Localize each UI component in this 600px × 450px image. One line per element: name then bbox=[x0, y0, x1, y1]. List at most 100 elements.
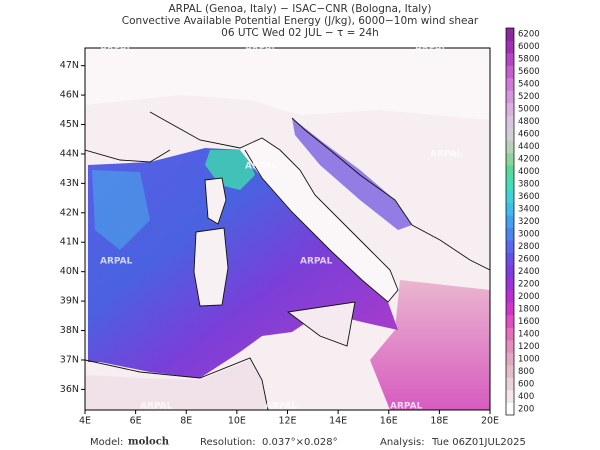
lon-label: 8E bbox=[180, 416, 192, 427]
colorbar-label: 2400 bbox=[518, 267, 540, 277]
lat-label: 42N bbox=[60, 207, 79, 218]
colorbar-swatch bbox=[506, 177, 514, 191]
colorbar-swatch bbox=[506, 190, 514, 204]
lat-label: 44N bbox=[60, 148, 79, 159]
colorbar-label: 2600 bbox=[518, 254, 540, 264]
footer-label: Resolution: bbox=[200, 437, 256, 448]
balearic-high bbox=[92, 170, 150, 250]
colorbar-label: 3600 bbox=[518, 192, 540, 202]
lat-label: 45N bbox=[60, 119, 79, 130]
lon-label: 16E bbox=[380, 416, 398, 427]
colorbar-swatch bbox=[506, 315, 514, 328]
colorbar-swatch bbox=[506, 227, 514, 241]
colorbar-label: 3200 bbox=[518, 217, 540, 227]
colorbar-label: 3800 bbox=[518, 180, 540, 190]
colorbar-label: 200 bbox=[518, 404, 534, 414]
colorbar-label: 1200 bbox=[518, 342, 540, 352]
watermark: ARPAL bbox=[100, 44, 133, 54]
lon-label: 10E bbox=[228, 416, 246, 427]
tyrrhenian-sea bbox=[88, 148, 398, 378]
lat-label: 43N bbox=[60, 178, 79, 189]
lat-label: 47N bbox=[60, 60, 79, 71]
colorbar-label: 6000 bbox=[518, 42, 540, 52]
lat-label: 46N bbox=[60, 90, 79, 101]
colorbar-label: 5000 bbox=[518, 105, 540, 115]
coastline bbox=[204, 177, 227, 225]
colorbar-swatch bbox=[506, 152, 514, 166]
colorbar-label: 4000 bbox=[518, 167, 540, 177]
colorbar: 200 400 600 800 1000 1200 1400 1600 1800 2000 2200… bbox=[505, 27, 540, 416]
colorbar-swatch bbox=[506, 40, 514, 54]
colorbar-swatch bbox=[506, 302, 514, 316]
colorbar-label: 1400 bbox=[518, 329, 540, 339]
colorbar-swatch bbox=[506, 65, 514, 79]
colorbar-label: 4400 bbox=[518, 142, 540, 152]
watermark: ARPAL bbox=[415, 44, 448, 54]
watermark: ARPAL bbox=[140, 402, 173, 412]
colorbar-swatch bbox=[506, 290, 514, 303]
watermark: ARPAL bbox=[265, 402, 298, 412]
coastline bbox=[286, 301, 356, 347]
footer-value: moloch bbox=[128, 437, 170, 448]
colorbar-label: 4200 bbox=[518, 155, 540, 165]
sicily bbox=[288, 302, 355, 346]
coastline bbox=[85, 149, 171, 163]
coastline bbox=[149, 111, 399, 303]
watermark: ARPAL bbox=[100, 257, 133, 267]
colorbar-label: 1800 bbox=[518, 304, 540, 314]
colorbar-swatch bbox=[506, 165, 514, 179]
colorbar-swatch bbox=[506, 277, 514, 291]
coastline bbox=[85, 357, 269, 410]
adriatic-sea bbox=[292, 118, 412, 230]
africa bbox=[85, 360, 270, 410]
title-line: 06 UTC Wed 02 JUL − τ = 24h bbox=[221, 27, 379, 39]
lat-label: 40N bbox=[60, 266, 79, 277]
colorbar-swatch bbox=[506, 352, 514, 366]
footer-value: 0.037°×0.028° bbox=[262, 437, 338, 448]
colorbar-label: 3000 bbox=[518, 229, 540, 239]
lat-label: 41N bbox=[60, 237, 79, 248]
colorbar-frame bbox=[505, 27, 515, 416]
title-line: ARPAL (Genoa, Italy) − ISAC−CNR (Bologna… bbox=[168, 3, 431, 15]
colorbar-swatch bbox=[506, 115, 514, 129]
lon-label: 12E bbox=[278, 416, 296, 427]
colorbar-label: 5200 bbox=[518, 92, 540, 102]
colorbar-swatch bbox=[506, 127, 514, 141]
watermark: ARPAL bbox=[245, 162, 278, 172]
colorbar-swatch bbox=[506, 52, 514, 66]
colorbar-swatch bbox=[506, 202, 514, 216]
sardinia bbox=[194, 228, 228, 306]
colorbar-label: 3400 bbox=[518, 205, 540, 215]
map-ticks: 4E 6E 8E 10E 12E 14E 16E 18E 20E 36N 37N 38N 39N 40N 4… bbox=[60, 60, 499, 426]
lat-label: 39N bbox=[60, 296, 79, 307]
colorbar-swatch bbox=[506, 215, 514, 229]
colorbar-swatch bbox=[506, 102, 514, 116]
colorbar-label: 5800 bbox=[518, 55, 540, 65]
colorbar-label: 600 bbox=[518, 379, 534, 389]
colorbar-label: 4800 bbox=[518, 117, 540, 127]
peninsula bbox=[240, 138, 398, 302]
lon-label: 18E bbox=[430, 416, 448, 427]
watermark: ARPAL bbox=[430, 150, 463, 160]
lat-label: 37N bbox=[60, 354, 79, 365]
footer-label: Model: bbox=[90, 437, 123, 448]
colorbar-swatch bbox=[506, 377, 514, 391]
colorbar-label: 800 bbox=[518, 367, 534, 377]
colorbar-swatch bbox=[506, 77, 514, 91]
colorbar-swatch bbox=[506, 340, 514, 353]
coastline bbox=[291, 117, 490, 271]
watermarks: ARPAL ARPAL ARPAL ARPAL ARPAL ARPAL ARPAL ARPAL… bbox=[100, 44, 463, 412]
colorbar-label: 2000 bbox=[518, 292, 540, 302]
colorbar-label: 2800 bbox=[518, 242, 540, 252]
lon-label: 14E bbox=[329, 416, 347, 427]
watermark: ARPAL bbox=[300, 257, 333, 267]
colorbar-label: 5600 bbox=[518, 67, 540, 77]
lon-label: 6E bbox=[130, 416, 142, 427]
colorbar-label: 2200 bbox=[518, 279, 540, 289]
colorbar-swatch bbox=[506, 240, 514, 254]
lon-label: 20E bbox=[481, 416, 499, 427]
footer-label: Analysis: bbox=[380, 437, 425, 448]
colorbar-label: 400 bbox=[518, 392, 534, 402]
corsica bbox=[205, 178, 226, 224]
